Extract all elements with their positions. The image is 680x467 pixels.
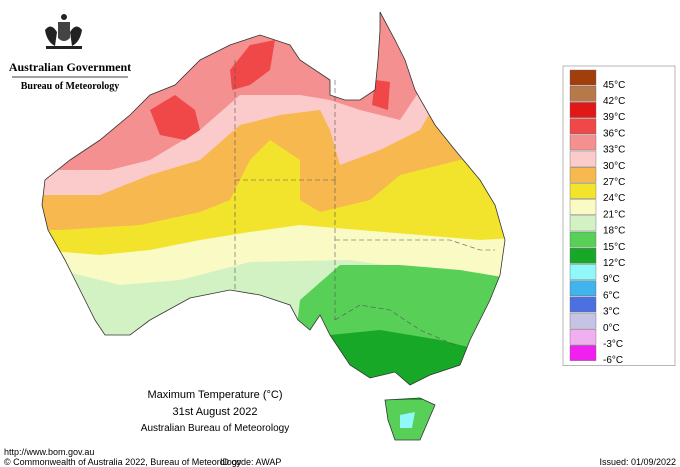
coat-of-arms xyxy=(45,14,82,49)
legend-label: 3°C xyxy=(603,307,620,318)
legend-label: 42°C xyxy=(603,96,625,107)
legend-label: 15°C xyxy=(603,242,625,253)
legend-swatch xyxy=(569,183,597,199)
legend-label: 9°C xyxy=(603,274,620,285)
state-borders xyxy=(234,60,495,346)
legend-swatch xyxy=(569,296,597,313)
map-title: Maximum Temperature (°C) xyxy=(147,389,282,401)
legend-label: 45°C xyxy=(603,80,625,91)
legend-swatch xyxy=(569,231,597,248)
legend-label: 36°C xyxy=(603,128,625,139)
legend-label: 27°C xyxy=(603,177,625,188)
legend-swatch xyxy=(569,199,597,216)
legend-label: -3°C xyxy=(603,339,623,350)
coastline xyxy=(41,11,506,441)
legend-label: -6°C xyxy=(603,355,623,366)
legend-label: 24°C xyxy=(603,193,625,204)
legend-swatch xyxy=(569,264,597,280)
legend-label: 33°C xyxy=(603,145,625,156)
copyright: © Commonwealth of Australia 2022, Bureau… xyxy=(4,457,242,467)
legend-label: 0°C xyxy=(603,323,620,334)
legend-swatch xyxy=(569,69,597,86)
map-date: 31st August 2022 xyxy=(172,406,257,418)
legend-swatch xyxy=(569,280,597,297)
agency: Bureau of Meteorology xyxy=(21,81,120,92)
legend-swatch xyxy=(569,85,597,102)
issued: Issued: 01/09/2022 xyxy=(599,457,676,467)
legend-swatch xyxy=(569,134,597,151)
legend: 45°C 42°C 39°C 36°C 33°C 30°C 27°C 24°C 21°C 18°C… xyxy=(562,65,676,366)
legend-swatch xyxy=(569,247,597,264)
legend-label: 18°C xyxy=(603,226,625,237)
id-code: ID code: AWAP xyxy=(220,457,281,467)
government: Australian Government xyxy=(9,60,131,74)
legend-swatch xyxy=(569,118,597,134)
legend-swatch xyxy=(569,102,597,118)
url: http://www.bom.gov.au xyxy=(4,447,94,457)
legend-swatch xyxy=(569,329,597,345)
legend-label: 6°C xyxy=(603,290,620,301)
legend-label: 21°C xyxy=(603,209,625,220)
legend-swatch xyxy=(569,215,597,232)
legend-swatch xyxy=(569,345,597,361)
legend-swatch xyxy=(569,166,597,183)
legend-label: 39°C xyxy=(603,112,625,123)
legend-label: 12°C xyxy=(603,258,625,269)
legend-swatch xyxy=(569,150,597,167)
legend-label: 30°C xyxy=(603,161,625,172)
legend-frame xyxy=(562,65,676,366)
legend-swatch xyxy=(569,312,597,329)
map-source: Australian Bureau of Meteorology xyxy=(141,423,289,434)
